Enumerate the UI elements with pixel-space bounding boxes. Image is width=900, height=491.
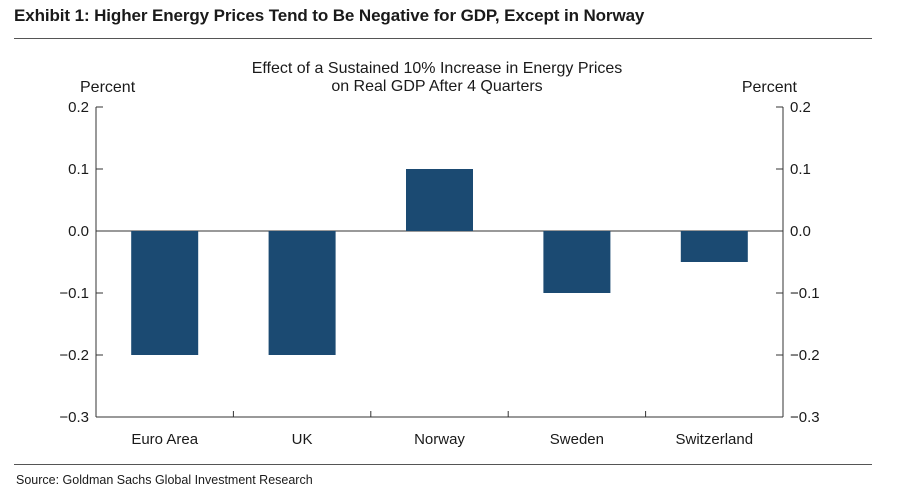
left-ytick-label: 0.0: [68, 223, 89, 240]
xtick-label: Euro Area: [131, 431, 198, 448]
right-ytick-label: 0.0: [790, 223, 811, 240]
left-ytick-label: 0.2: [68, 99, 89, 116]
right-ytick-label: 0.1: [790, 161, 811, 178]
y-axis-label-right: Percent: [742, 79, 798, 96]
xtick-label: Switzerland: [676, 431, 754, 448]
left-ytick-label: −0.3: [59, 409, 89, 426]
chart-bars: [131, 169, 748, 355]
source-note: Source: Goldman Sachs Global Investment …: [16, 473, 313, 487]
chart-title-line-2: on Real GDP After 4 Quarters: [331, 78, 542, 95]
right-ytick-label: 0.2: [790, 99, 811, 116]
y-axis-label-left: Percent: [80, 79, 136, 96]
exhibit-title: Exhibit 1: Higher Energy Prices Tend to …: [14, 6, 645, 25]
left-ytick-label: 0.1: [68, 161, 89, 178]
bar-switzerland: [680, 231, 748, 262]
bar-norway: [406, 169, 473, 231]
right-ytick-label: −0.3: [790, 409, 820, 426]
xtick-label: Norway: [414, 431, 465, 448]
chart-axes: [95, 106, 784, 418]
left-ytick-label: −0.2: [59, 347, 89, 364]
bottom-rule: [14, 464, 872, 465]
bar-euro-area: [131, 231, 199, 355]
xtick-label: Sweden: [550, 431, 604, 448]
chart-title-line-1: Effect of a Sustained 10% Increase in En…: [252, 60, 623, 77]
left-ytick-label: −0.1: [59, 285, 89, 302]
right-ytick-label: −0.2: [790, 347, 820, 364]
right-ytick-label: −0.1: [790, 285, 820, 302]
xtick-label: UK: [292, 431, 313, 448]
bar-uk: [268, 231, 336, 355]
chart-tick-labels: 0.2 0.2 0.1 0.1 0.0 0.0 −0.1 −0.1 −0.2 −0.2 −0.3 −0…: [59, 99, 819, 448]
bar-sweden: [543, 231, 611, 293]
top-rule: [14, 38, 872, 39]
